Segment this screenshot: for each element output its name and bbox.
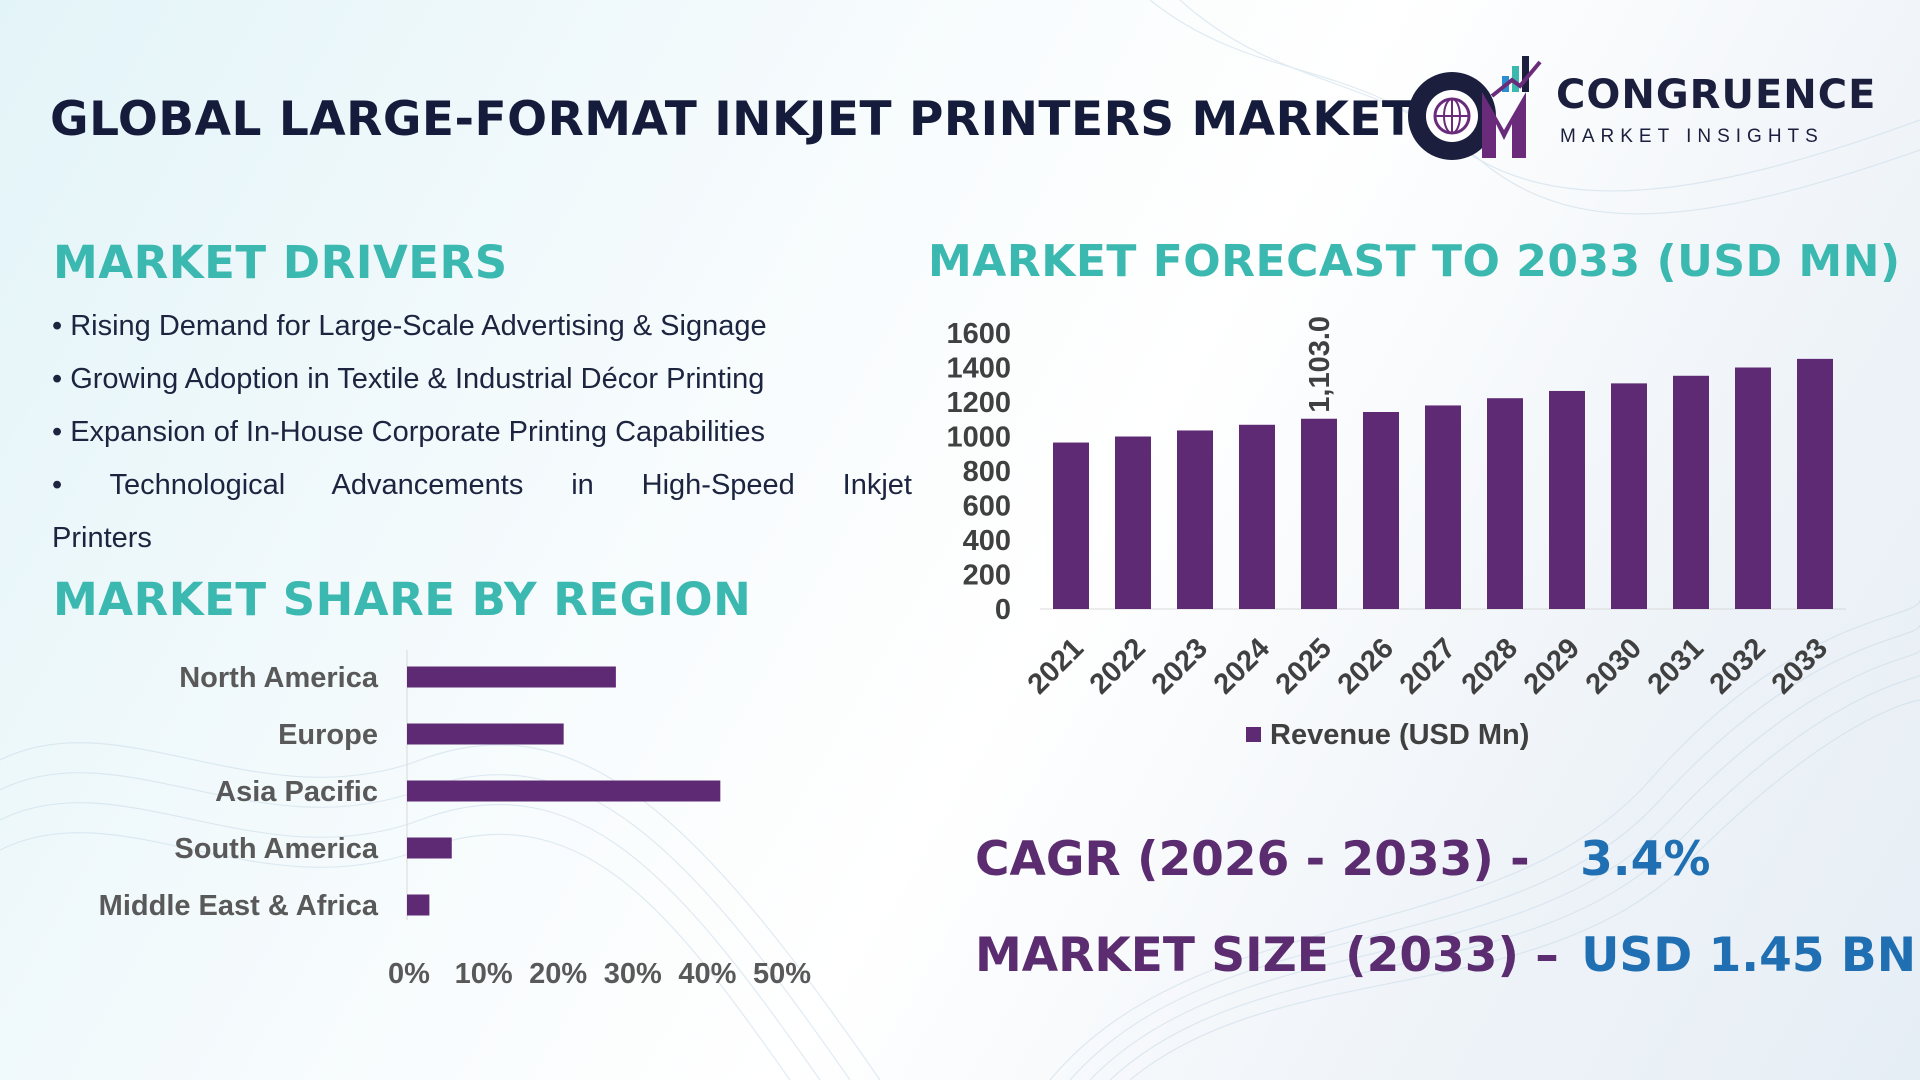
category-label: South America: [174, 833, 378, 865]
logo-tagline: MARKET INSIGHTS: [1560, 126, 1824, 147]
y-tick-label: 800: [963, 456, 1011, 488]
forecast-bar: [1425, 405, 1461, 609]
legend-label: Revenue (USD Mn): [1270, 719, 1529, 751]
category-label: Europe: [278, 719, 378, 751]
forecast-bar: [1549, 390, 1585, 609]
market-size-kpi: MARKET SIZE (2033) – USD 1.45 BN: [975, 928, 1916, 983]
forecast-bar: [1177, 430, 1213, 609]
region-title: MARKET SHARE BY REGION: [53, 573, 752, 626]
forecast-bar: [1673, 375, 1709, 609]
category-label: Middle East & Africa: [99, 890, 379, 922]
logo-mark-icon: [1408, 56, 1542, 160]
forecast-bar: [1053, 442, 1089, 609]
driver-item-continued: Printers: [52, 522, 152, 554]
y-tick-label: 1200: [946, 387, 1011, 419]
drivers-list: • Rising Demand for Large-Scale Advertis…: [52, 300, 912, 565]
market-size-value: USD 1.45 BN: [1581, 928, 1917, 983]
forecast-bar: [1735, 367, 1771, 609]
category-label: Asia Pacific: [215, 776, 378, 808]
x-tick-label: 0%: [388, 958, 430, 990]
forecast-bar: [1239, 424, 1275, 609]
cagr-value: 3.4%: [1580, 832, 1711, 887]
x-tick-label: 30%: [604, 958, 662, 990]
brand-logo: CONGRUENCE MARKET INSIGHTS: [1400, 52, 1880, 162]
page-title: GLOBAL LARGE-FORMAT INKJET PRINTERS MARK…: [50, 92, 1415, 147]
cagr-kpi: CAGR (2026 - 2033) - 3.4%: [975, 832, 1710, 887]
y-tick-label: 200: [963, 560, 1011, 592]
forecast-bar: [1301, 418, 1337, 609]
logo-name: CONGRUENCE: [1556, 72, 1877, 118]
legend-swatch: [1246, 727, 1261, 742]
y-tick-label: 1600: [946, 318, 1011, 350]
y-tick-label: 0: [995, 594, 1011, 626]
drivers-title: MARKET DRIVERS: [53, 236, 508, 289]
y-tick-label: 1400: [946, 353, 1011, 385]
x-tick-label: 20%: [529, 958, 587, 990]
forecast-bar: [1115, 436, 1151, 609]
driver-item: • Growing Adoption in Textile & Industri…: [52, 363, 765, 395]
forecast-bar: [1797, 358, 1833, 609]
forecast-bar: [1363, 412, 1399, 609]
forecast-bar: [1487, 398, 1523, 609]
y-tick-label: 1000: [946, 422, 1011, 454]
bar-data-label: 1,103.0: [1304, 316, 1336, 413]
forecast-bar: [1611, 383, 1647, 609]
x-tick-label: 50%: [753, 958, 811, 990]
cagr-label: CAGR (2026 - 2033) -: [975, 832, 1530, 887]
category-label: North America: [179, 662, 379, 694]
region-bar: [407, 894, 430, 916]
driver-item: • Technological Advancements in High-Spe…: [52, 469, 912, 501]
driver-item: • Expansion of In-House Corporate Printi…: [52, 416, 765, 448]
region-bar: [407, 723, 564, 745]
region-bar: [407, 666, 616, 688]
market-size-label: MARKET SIZE (2033) –: [975, 928, 1559, 983]
x-tick-label: 10%: [455, 958, 513, 990]
x-tick-label: 40%: [678, 958, 736, 990]
y-tick-label: 600: [963, 491, 1011, 523]
driver-item: • Rising Demand for Large-Scale Advertis…: [52, 310, 767, 342]
region-bar: [407, 837, 452, 859]
region-bar: [407, 780, 721, 802]
forecast-title: MARKET FORECAST TO 2033 (USD MN): [928, 236, 1901, 287]
y-tick-label: 400: [963, 525, 1011, 557]
